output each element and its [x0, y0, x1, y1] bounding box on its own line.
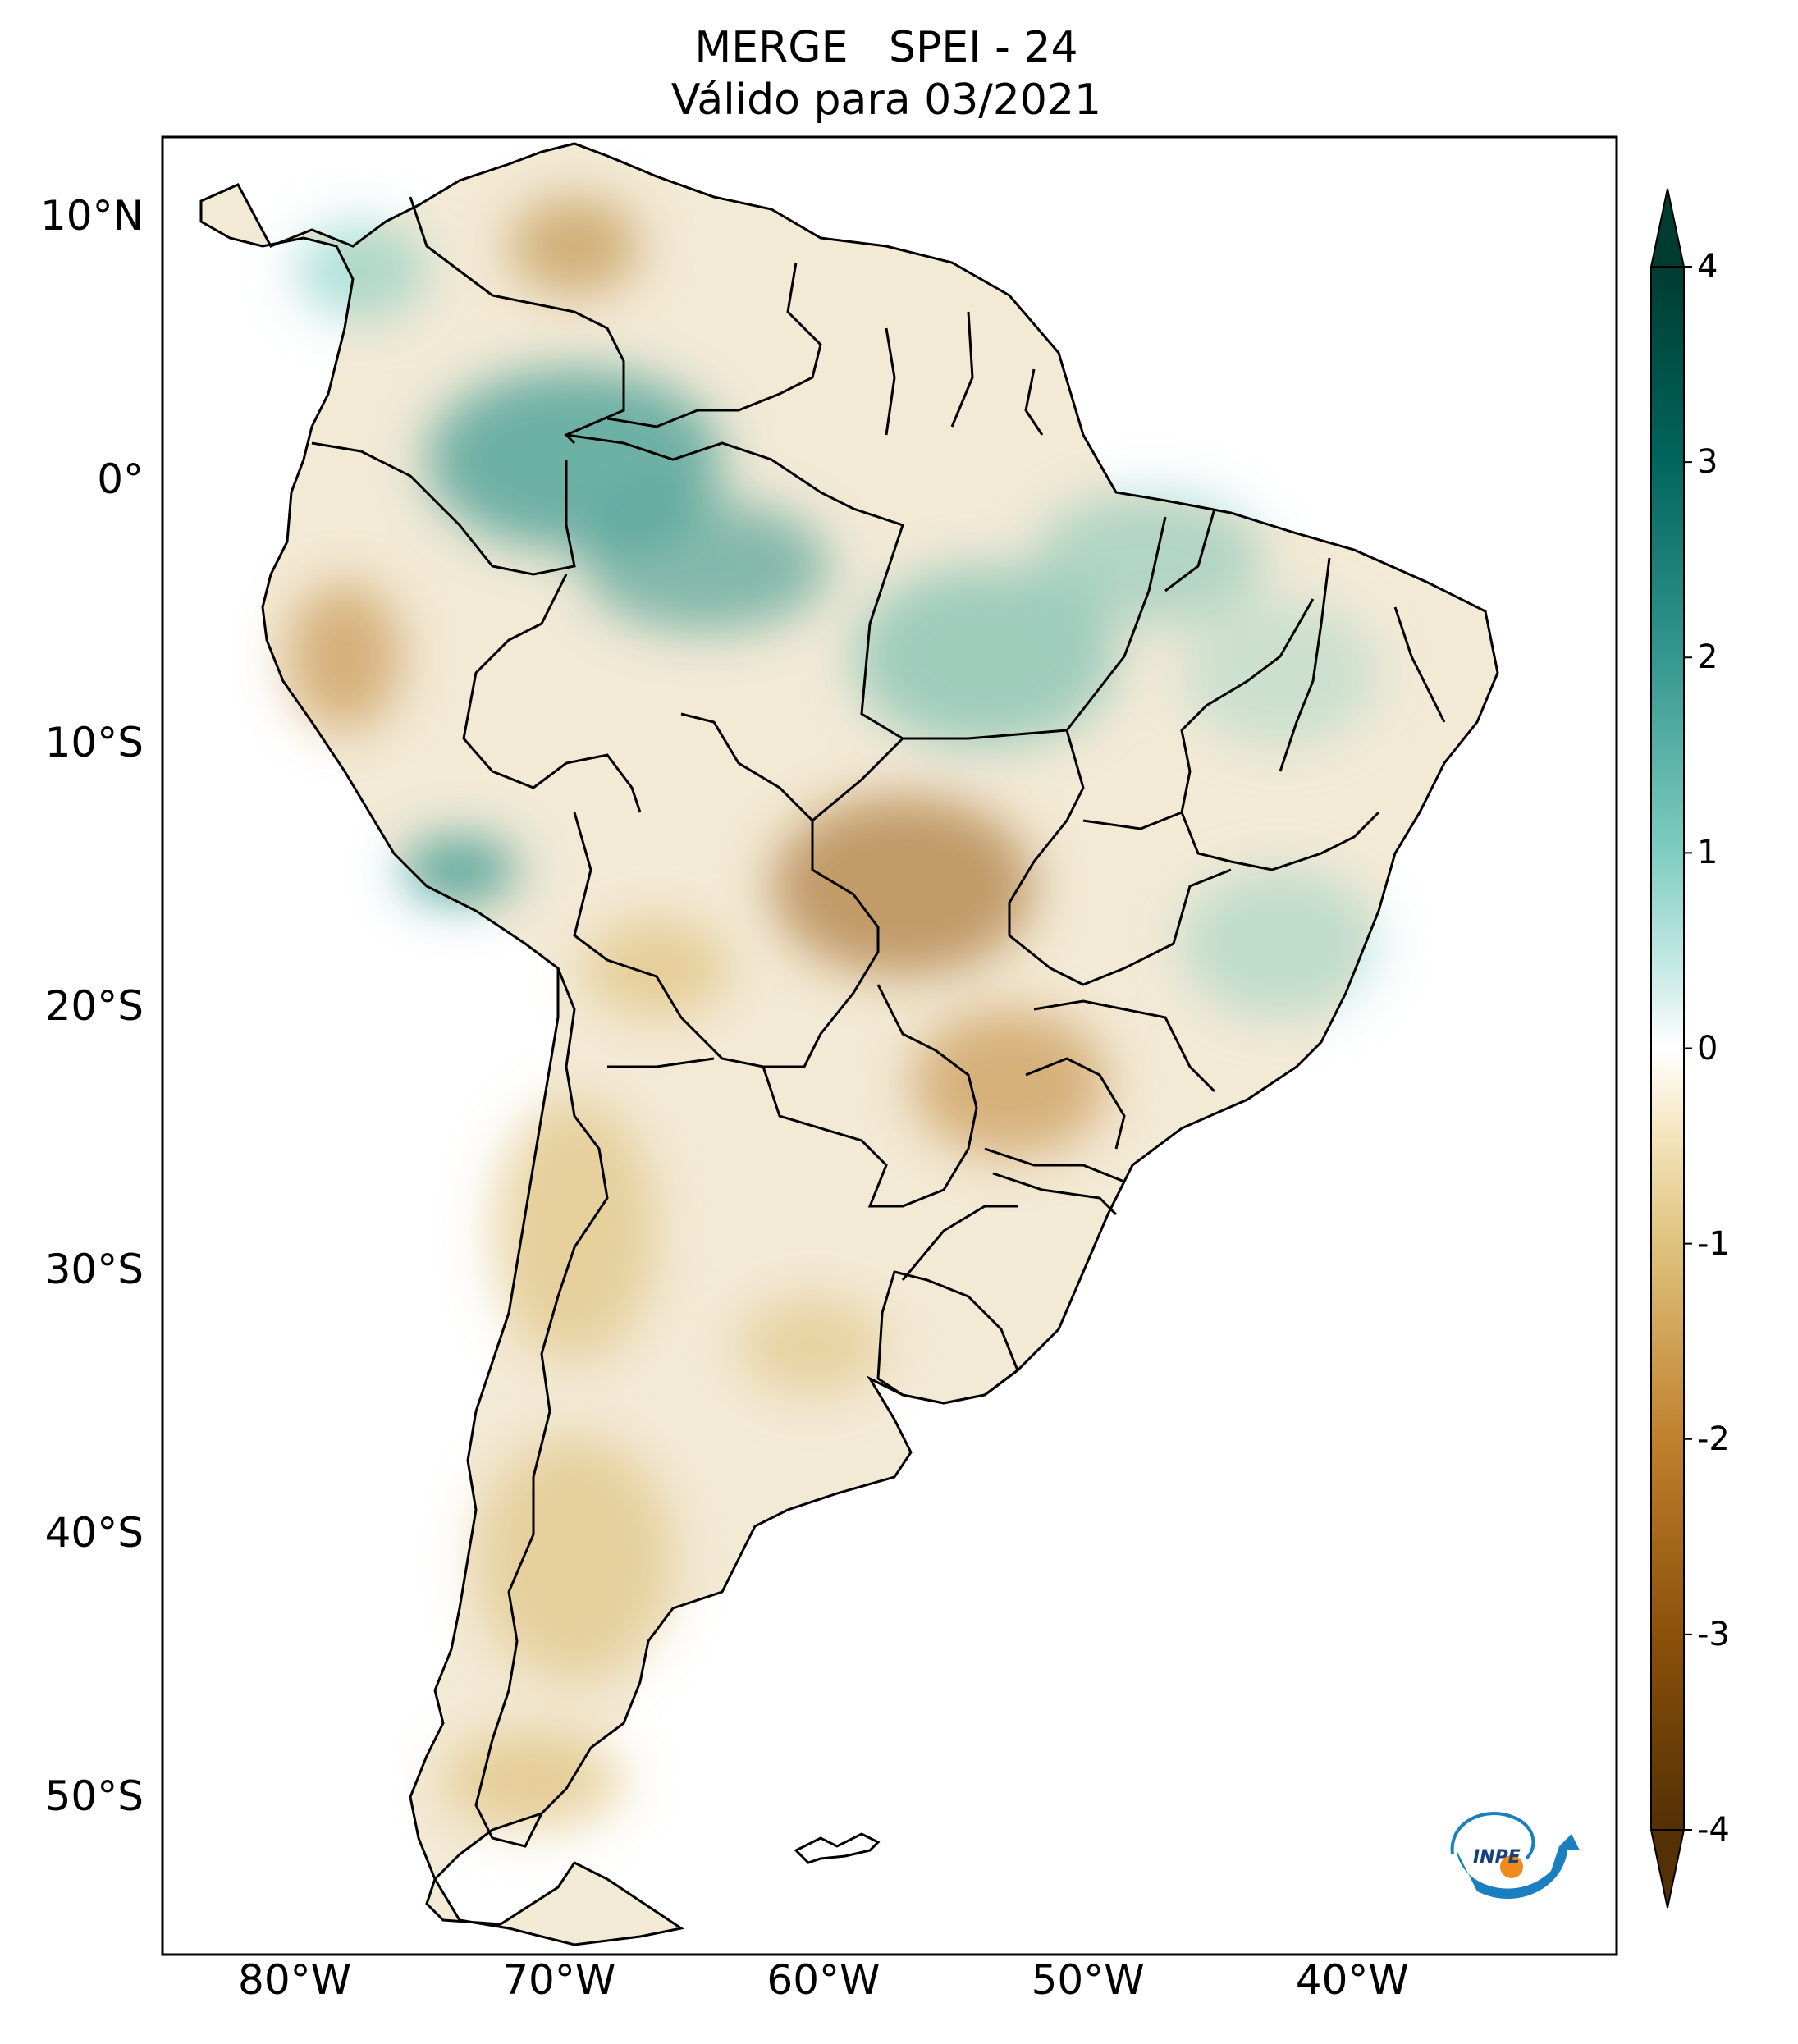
colorbar-ticks	[1684, 266, 1692, 1831]
colorbar-tick-label: 3	[1697, 443, 1718, 482]
lon-tick-label: 70°W	[502, 1956, 616, 2004]
inpe-logo-text: INPE	[1473, 1847, 1521, 1868]
chart-title: MERGE SPEI - 24	[694, 23, 1078, 72]
colorbar-tick-label: 1	[1697, 834, 1718, 872]
lon-tick-label: 40°W	[1295, 1956, 1409, 2004]
falkland-islands	[794, 1832, 881, 1864]
colorbar-tick-label: 0	[1697, 1029, 1718, 1068]
chart-subtitle: Válido para 03/2021	[670, 75, 1102, 125]
colorbar-tick-label: 4	[1697, 248, 1718, 286]
colorbar-bottom-extend	[1649, 1829, 1686, 1909]
lat-tick-label: 50°S	[44, 1772, 144, 1821]
lat-tick-label: 10°N	[39, 192, 144, 240]
spei-anomaly-field	[287, 197, 1379, 1830]
lat-tick-label: 30°S	[44, 1246, 144, 1294]
colorbar-tick-label: -3	[1697, 1615, 1730, 1653]
lat-tick-label: 10°S	[44, 719, 144, 767]
colorbar-tick-label: -4	[1697, 1811, 1730, 1849]
lon-tick-label: 50°W	[1031, 1956, 1145, 2004]
lat-tick-label: 0°	[97, 455, 144, 504]
colorbar-body	[1650, 266, 1685, 1831]
lon-tick-label: 80°W	[238, 1956, 352, 2004]
colorbar-tick-label: -2	[1697, 1420, 1730, 1458]
colorbar-top-extend	[1649, 188, 1686, 268]
lon-tick-label: 60°W	[766, 1956, 881, 2004]
lat-tick-label: 40°S	[44, 1509, 144, 1557]
colorbar-tick-label: -1	[1697, 1224, 1730, 1263]
colorbar-tick-label: 2	[1697, 638, 1718, 677]
lat-tick-label: 20°S	[44, 982, 144, 1031]
country-borders	[199, 142, 1499, 1946]
inpe-logo-icon: INPE	[1450, 1812, 1580, 1900]
colorbar	[1649, 188, 1692, 1909]
